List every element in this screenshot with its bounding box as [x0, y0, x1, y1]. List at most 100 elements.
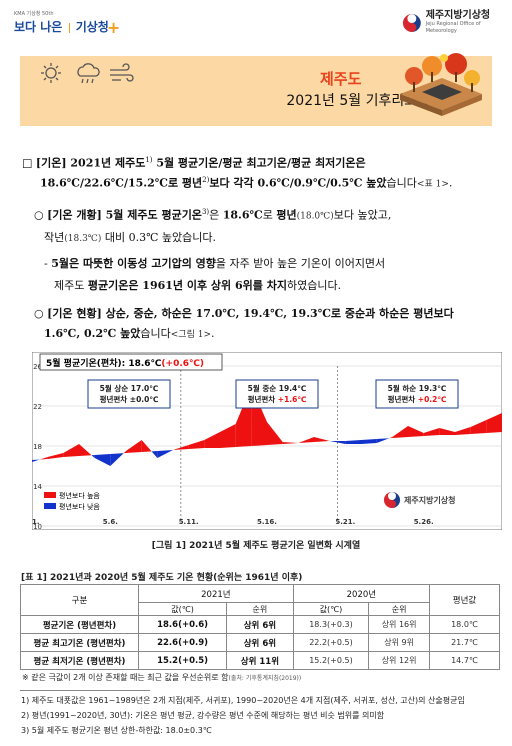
x-tick-label: 5.26. [414, 518, 434, 526]
sun-icon [41, 63, 61, 83]
plus-icon: + [106, 18, 121, 37]
anomaly-fill-segment [423, 428, 440, 436]
footnote-3: 3) 5월 제주도 평균기온 평년 상한-하한값: 18.0±0.3℃ [21, 726, 212, 735]
overview-line-1: ○ [기온 개황] 5월 제주도 평균기온3)은 18.6℃로 평년(18.0℃… [34, 208, 392, 222]
overview-sub-line-2: 제주도 평균기온은 1961년 이후 상위 6위를 차지하였습니다. [54, 279, 342, 292]
period-box-anomaly: 평년편차 +1.6℃ [248, 394, 307, 404]
anomaly-fill-segment [123, 451, 126, 454]
x-axis-labels: 5.1. 5.6. 5.11. 5.16. 5.21. 5.26. [32, 518, 434, 526]
report-title: 2021년 5월 기후리포트 [286, 93, 430, 109]
table-title: [표 1] 2021년과 2020년 5월 제주도 기온 현황(순위는 1961… [21, 573, 303, 583]
taegeuk-emblem-icon [402, 13, 421, 33]
watermark-text: 제주지방기상청 [404, 495, 456, 505]
anomaly-fill-segment [298, 437, 314, 443]
chart-title: 5월 평균기온(편차): 18.6℃(+0.6℃) [46, 357, 204, 369]
anomaly-fill-segment [455, 427, 471, 435]
table-row: 평균 최저기온 (평년편차) 15.2(+0.5) 상위 11위 15.2(+0… [20, 651, 500, 670]
anomaly-fill-segment [63, 444, 79, 457]
y-tick-label: 26 [33, 363, 42, 371]
period-box-anomaly: 평년편차 ±0.0℃ [100, 394, 159, 404]
overview-line-2: 작년(18.3℃) 대비 0.3℃ 높았습니다. [44, 231, 217, 244]
anomaly-fill-segment [94, 454, 111, 466]
period-box-anomaly-label: 평년편차 [248, 394, 278, 404]
logo-slogan: 보다 나은 [14, 20, 63, 34]
anomaly-fill-segment [408, 426, 424, 437]
summary-line-2: 18.6℃/22.6℃/15.2℃로 평년2)보다 각각 0.6℃/0.9℃/0… [40, 176, 453, 190]
summary-line-1: □ [기온] 2021년 제주도1) 5월 평균기온/평균 최고기온/평균 최저… [22, 156, 366, 170]
legend-label-warm: 평년보다 높음 [59, 491, 100, 500]
period-box-mean: 5월 하순 19.3℃ [388, 383, 447, 393]
anomaly-fill-segment [329, 441, 346, 444]
anomaly-fill-segment [204, 432, 220, 448]
anomaly-fill-segment [188, 440, 205, 449]
col-header-rank: 순위 [226, 602, 294, 616]
report-banner: 제주도 2021년 5월 기후리포트 [20, 53, 492, 126]
anomaly-fill-segment [282, 442, 299, 444]
col-header-rank: 순위 [368, 602, 430, 616]
autumn-island-illustration [400, 53, 482, 116]
logo-name: 기상청 [75, 20, 109, 34]
period-box-mean: 5월 상순 17.0℃ [100, 383, 159, 393]
col-header-2021: 2021년 [138, 584, 294, 603]
period-box-anomaly-label: 평년편차 [100, 394, 130, 404]
jeju-office-logo: 제주지방기상청 Jeju Regional Office of Meteorol… [402, 10, 512, 35]
banner-title: 제주도 2021년 5월 기후리포트 [20, 70, 492, 110]
col-header-group: 구분 [20, 584, 139, 616]
anomaly-fill-segment [91, 455, 95, 458]
anomaly-fill-segment [345, 440, 361, 444]
footnote-1: 1) 제주도 대푯값은 1961~1989년은 2개 지점(제주, 서귀포), … [21, 696, 465, 705]
anomaly-fill-segment [470, 420, 487, 434]
period-box-anomaly-value: +0.2℃ [418, 395, 447, 404]
anomaly-fill-segment [486, 413, 502, 433]
x-tick-label: 5.6. [103, 518, 118, 526]
overview-sub-line-1: - 5월은 따뜻한 이동성 고기압의 영향을 자주 받아 높은 기온이 이어지면… [44, 257, 386, 270]
current-line-1: ○ [기온 현황] 상순, 중순, 하순은 17.0℃, 19.4℃, 19.3… [34, 307, 454, 320]
anomaly-fill-segment [267, 422, 283, 445]
chart-legend: 평년보다 높음 평년보다 낮음 [44, 491, 100, 511]
anomaly-fill-segment [220, 424, 236, 448]
y-tick-label: 18 [33, 443, 42, 451]
y-tick-label: 10 [33, 523, 42, 530]
x-tick-label: 5.1. [32, 518, 40, 526]
anomaly-fill-segment [126, 440, 142, 453]
table-row: 평균기온 (평년편차) 18.6(+0.6) 상위 6위 18.3(+0.3) … [20, 615, 500, 634]
anomaly-fill-segment [151, 451, 158, 458]
anomaly-fill-segment [39, 457, 48, 460]
x-tick-label: 5.21. [335, 518, 355, 526]
y-tick-label: 22 [33, 403, 42, 411]
col-header-value: 값(℃) [137, 602, 228, 616]
anomaly-fill-segment [173, 445, 189, 450]
office-name: 제주지방기상청 Jeju Regional Office of Meteorol… [425, 10, 491, 35]
current-line-2: 1.6℃, 0.2℃ 높았습니다<그림 1>. [44, 327, 215, 340]
legend-swatch-cool [44, 503, 56, 509]
footnote-2: 2) 평년(1991~2020년, 30년): 기온은 평년 평균, 강수량은 … [21, 711, 385, 720]
region-name: 제주도 [320, 70, 362, 88]
period-box-frame [87, 379, 171, 409]
anomaly-fill-segment [392, 426, 408, 438]
chart-title-anomaly: (+0.6℃) [161, 359, 204, 369]
anomaly-fill-segment [376, 438, 390, 443]
anomaly-fill-segment [32, 459, 40, 462]
period-box-anomaly-label: 평년편차 [388, 394, 418, 404]
chart-area [32, 386, 502, 466]
footnote-divider [20, 690, 150, 691]
x-tick-label: 5.16. [257, 518, 277, 526]
period-box-anomaly: 평년편차 +0.2℃ [388, 394, 447, 404]
period-box-anomaly-value: +1.6℃ [278, 395, 307, 404]
legend-swatch-warm [44, 492, 56, 498]
y-axis-labels: 10 14 18 22 26 [33, 363, 42, 530]
period-box-frame [375, 379, 459, 409]
temperature-table: 구분 2021년 2020년 평년값 값(℃) 순위 값(℃) 순위 평균기온 … [20, 584, 500, 670]
anomaly-fill-segment [314, 437, 330, 442]
anomaly-fill-segment [157, 450, 173, 458]
period-box-frame [235, 379, 319, 409]
y-tick-label: 14 [33, 483, 42, 491]
x-tick-label: 5.11. [179, 518, 199, 526]
rain-cloud-icon [77, 63, 100, 84]
col-header-normal: 평년값 [429, 584, 500, 616]
logo-divider [68, 22, 70, 33]
